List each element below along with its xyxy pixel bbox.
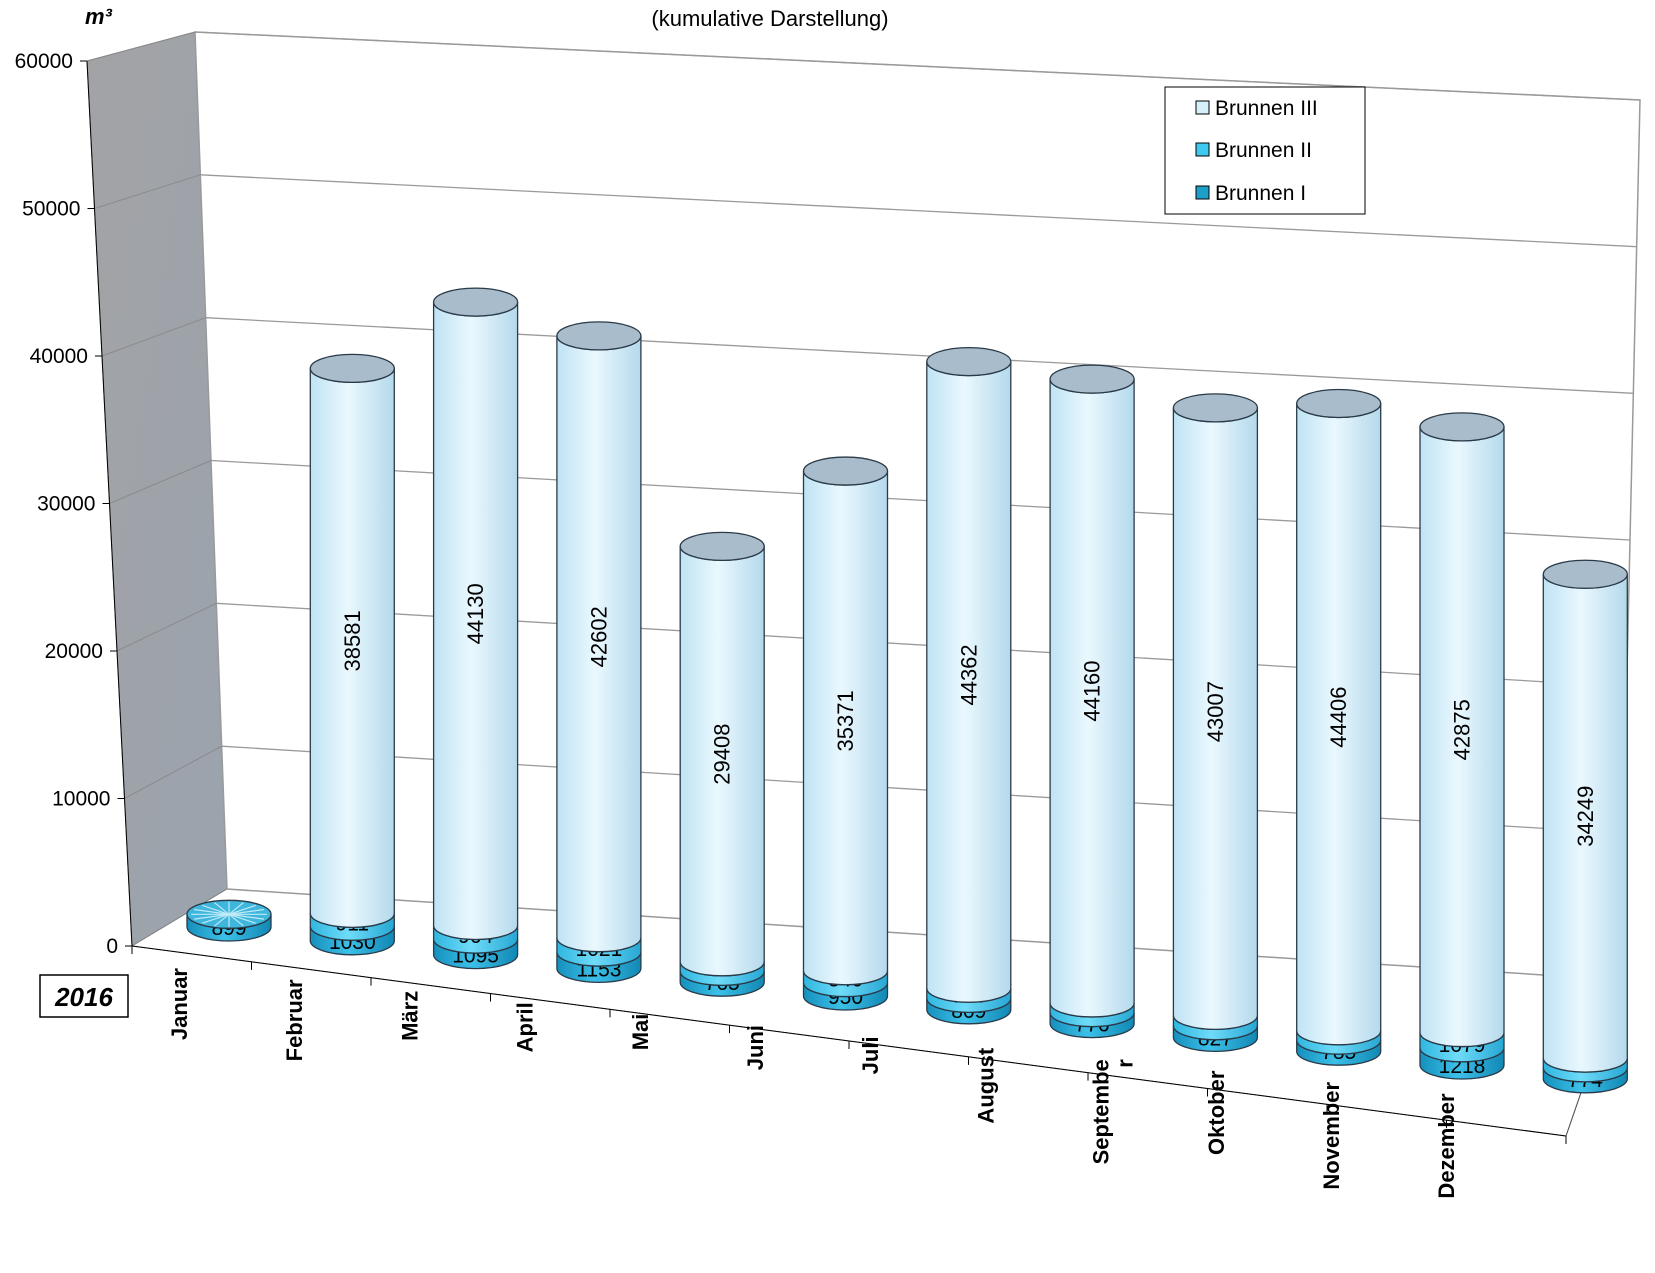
y-tick-label: 0 (106, 935, 118, 958)
bar-top-februar (309, 353, 395, 384)
year-label: 2016 (54, 982, 113, 1012)
bar-stack-august: 77668544160 (1049, 364, 1135, 1039)
data-label: 43007 (1203, 681, 1228, 742)
data-label: 38581 (340, 610, 365, 671)
category-label-juni: Juni (743, 1025, 768, 1070)
bar-stack-november: 1218107942875 (1419, 412, 1505, 1080)
category-label-dezember: Dezember (1434, 1093, 1459, 1199)
data-label: 35371 (833, 690, 858, 751)
gridline-side (109, 460, 212, 504)
category-labels: Januar Februar März April Mai Juni Juli August S… (167, 968, 1459, 1199)
gridline-side (86, 31, 196, 62)
bar-top-m-rz (432, 287, 519, 317)
data-label: 44362 (956, 644, 981, 705)
legend: Brunnen III Brunnen II Brunnen I (1164, 86, 1366, 215)
bar-top-august (1049, 364, 1135, 394)
disc-sheen (193, 908, 265, 920)
y-tick-label: 10000 (52, 788, 110, 811)
chart-subtitle: (kumulative Darstellung) (651, 6, 888, 31)
bar-top-oktober (1296, 388, 1382, 419)
legend-swatch-brunnen-iii (1195, 100, 1210, 115)
y-axis-line (86, 60, 133, 947)
gridline-side (101, 317, 206, 357)
bar-stack-m-rz: 109596444130 (432, 287, 519, 970)
bar-stack-septembe-r: 82773343007 (1172, 393, 1259, 1053)
legend-swatch-brunnen-ii (1195, 142, 1210, 157)
data-label: 42602 (586, 606, 611, 667)
gridline-side (94, 174, 201, 209)
y-tick-label: 30000 (37, 493, 95, 516)
bar-top-april (556, 321, 642, 351)
category-label-august: August (973, 1047, 998, 1123)
bar-top-dezember (1542, 559, 1628, 589)
gridline-side (124, 745, 222, 799)
bar-stack-juli: 80971644362 (926, 346, 1012, 1025)
bar-stack-dezember: 77469234249 (1542, 559, 1628, 1094)
category-label-oktober: Oktober (1204, 1070, 1229, 1155)
bar-stack-februar: 103091138581 (309, 353, 395, 956)
data-label: 44130 (463, 583, 488, 644)
category-label-november: November (1319, 1082, 1344, 1190)
category-label-januar: Januar (167, 968, 192, 1041)
category-label-septembe-r: r (1113, 1059, 1138, 1068)
gridline (194, 31, 1641, 101)
y-tick-label: 50000 (22, 198, 80, 221)
y-tick-label: 40000 (30, 345, 88, 368)
bar-stack-januar: 899 (186, 899, 272, 942)
data-label: 44160 (1080, 660, 1105, 721)
bar-top-juli (926, 346, 1012, 377)
bar-top-mai (679, 531, 765, 562)
bar-top-juni (802, 456, 889, 486)
data-label: 42875 (1450, 699, 1475, 760)
bar-stack-april: 1153102142602 (556, 321, 642, 984)
category-label-april: April (513, 1002, 538, 1052)
category-label-septembe-r: Septembe (1089, 1059, 1114, 1164)
bar-stack-oktober: 78566044406 (1296, 388, 1382, 1066)
bar-top-septembe-r (1172, 393, 1259, 423)
gridline-side (116, 602, 217, 652)
category-label-mai: Mai (628, 1014, 653, 1051)
bar-stack-mai: 76567929408 (679, 531, 765, 997)
legend-label-brunnen-iii: Brunnen III (1215, 97, 1318, 120)
unit-label: m³ (85, 4, 113, 29)
category-label-juli: Juli (858, 1036, 883, 1074)
bar-stack-juni: 95084035371 (802, 456, 889, 1011)
bar-top-november (1419, 412, 1505, 442)
data-label: 44406 (1326, 687, 1351, 748)
legend-swatch-brunnen-i (1195, 185, 1210, 200)
y-tick-label: 60000 (15, 50, 73, 73)
gridline (200, 174, 1637, 248)
legend-label-brunnen-i: Brunnen I (1215, 182, 1306, 205)
y-axis: 0 10000 20000 30000 40000 50000 60000 (15, 50, 133, 958)
data-label: 34249 (1573, 786, 1598, 847)
year-box (39, 974, 129, 1018)
data-label: 29408 (710, 723, 735, 784)
category-label-m-rz: März (397, 991, 422, 1041)
y-tick-label: 20000 (45, 640, 103, 663)
category-label-februar: Februar (282, 979, 307, 1061)
bars: 899 103091138581 109596444130 1153102142602… (186, 287, 1628, 1094)
legend-label-brunnen-ii: Brunnen II (1215, 139, 1312, 162)
